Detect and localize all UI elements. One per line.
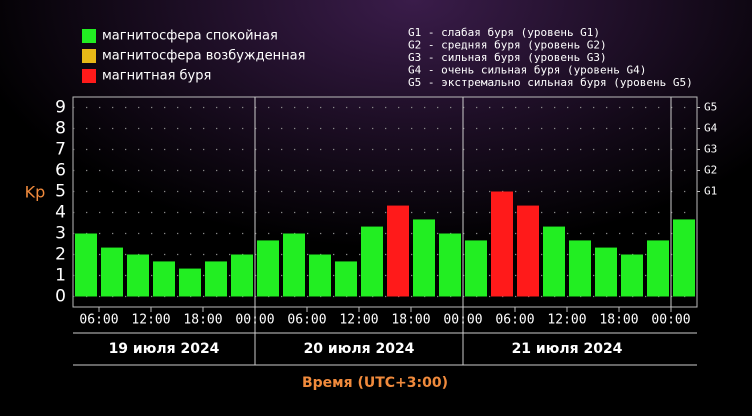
storm-level: G2 - средняя буря (уровень G2) [408, 39, 607, 52]
bar [491, 191, 513, 297]
bar [283, 233, 305, 297]
bar [127, 254, 149, 297]
bar [361, 226, 383, 297]
legend-swatch [82, 69, 96, 83]
legend-label: магнитная буря [102, 69, 211, 84]
bar [465, 240, 487, 297]
y2-tick-label: G2 [704, 164, 717, 177]
x-axis-label: Время (UTC+3:00) [302, 375, 448, 391]
bar [231, 254, 253, 297]
day-label: 21 июля 2024 [512, 341, 623, 357]
plot-frame [72, 96, 698, 308]
bar [75, 233, 97, 297]
bar [595, 247, 617, 297]
storm-level: G5 - экстремально сильная буря (уровень … [408, 76, 693, 89]
x-tick-label: 06:00 [287, 313, 326, 328]
x-tick-label: 12:00 [547, 313, 586, 328]
y-tick-label: 9 [55, 98, 66, 118]
y-axis-label: Kp [25, 183, 46, 202]
y-tick-label: 3 [55, 224, 66, 244]
y-tick-label: 5 [55, 182, 66, 202]
bar [413, 219, 435, 297]
bar [335, 261, 357, 297]
y-tick-label: 2 [55, 245, 66, 265]
y2-tick-label: G5 [704, 101, 717, 114]
storm-level: G1 - слабая буря (уровень G1) [408, 26, 600, 39]
x-tick-label: 18:00 [391, 313, 430, 328]
y-tick-label: 4 [55, 203, 66, 223]
bar [517, 205, 539, 297]
day-label: 19 июля 2024 [109, 341, 220, 357]
legend-label: магнитосфера возбужденная [102, 49, 305, 64]
legend-label: магнитосфера спокойная [102, 29, 278, 44]
y-tick-label: 7 [55, 140, 66, 160]
x-tick-label: 06:00 [79, 313, 118, 328]
bar [179, 268, 201, 297]
y-tick-label: 0 [55, 287, 66, 307]
x-tick-label: 12:00 [131, 313, 170, 328]
storm-level: G3 - сильная буря (уровень G3) [408, 51, 607, 64]
bar [439, 233, 461, 297]
y2-tick-label: G3 [704, 143, 717, 156]
bar [257, 240, 279, 297]
bar [647, 240, 669, 297]
bar [101, 247, 123, 297]
x-tick-label: 18:00 [599, 313, 638, 328]
bar [569, 240, 591, 297]
y-tick-label: 6 [55, 161, 66, 181]
bar [205, 261, 227, 297]
bar [621, 254, 643, 297]
x-tick-label: 18:00 [183, 313, 222, 328]
bar [673, 219, 695, 297]
legend-swatch [82, 29, 96, 43]
y2-tick-label: G1 [704, 185, 717, 198]
day-label: 20 июля 2024 [304, 341, 415, 357]
legend-swatch [82, 49, 96, 63]
bar [387, 205, 409, 297]
storm-level: G4 - очень сильная буря (уровень G4) [408, 64, 646, 77]
bar [153, 261, 175, 297]
bar [543, 226, 565, 297]
x-tick-label: 00:00 [651, 313, 690, 328]
x-tick-label: 12:00 [339, 313, 378, 328]
x-tick-label: 06:00 [495, 313, 534, 328]
y-tick-label: 8 [55, 119, 66, 139]
bar [309, 254, 331, 297]
y2-tick-label: G4 [704, 122, 718, 135]
y-tick-label: 1 [55, 266, 66, 286]
